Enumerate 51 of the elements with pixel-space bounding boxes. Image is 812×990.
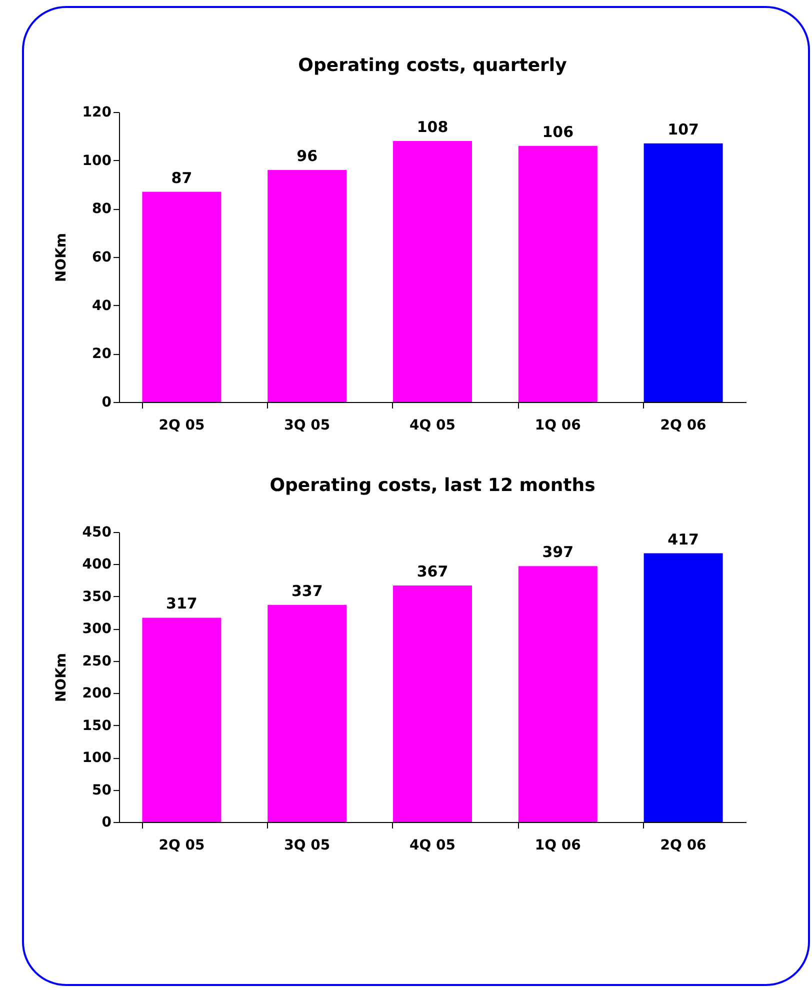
bar — [393, 141, 472, 402]
y-tick-label: 50 — [92, 782, 112, 798]
y-axis-title: NOKm — [53, 232, 70, 282]
bar — [644, 143, 723, 402]
y-tick-label: 60 — [92, 250, 112, 266]
y-tick-label: 250 — [82, 653, 112, 670]
x-tick-label: 3Q 05 — [284, 418, 330, 434]
bar — [142, 192, 222, 402]
x-tick-label: 2Q 05 — [158, 418, 205, 434]
y-tick-label: 450 — [82, 524, 112, 540]
y-tick-label: 400 — [82, 556, 112, 573]
bar — [518, 566, 598, 822]
y-tick-label: 150 — [82, 718, 112, 734]
bar — [268, 604, 347, 822]
data-label: 417 — [668, 530, 699, 548]
data-label: 96 — [296, 147, 318, 165]
x-tick-label: 1Q 06 — [534, 838, 581, 854]
y-tick-label: 80 — [92, 201, 112, 218]
x-tick-label: 4Q 05 — [410, 418, 456, 434]
bar — [644, 553, 723, 822]
data-label: 107 — [668, 120, 699, 138]
y-tick-label: 20 — [92, 346, 112, 362]
y-axis-title: NOKm — [53, 652, 70, 702]
x-tick-label: 2Q 06 — [660, 418, 706, 434]
bar — [142, 618, 222, 822]
data-label: 108 — [416, 118, 448, 136]
chart-title: Operating costs, last 12 months — [270, 475, 596, 496]
x-tick-label: 3Q 05 — [284, 838, 330, 854]
data-label: 317 — [166, 594, 198, 613]
y-tick-label: 120 — [82, 104, 112, 120]
bar — [268, 170, 347, 402]
data-label: 106 — [542, 122, 574, 141]
y-tick-label: 40 — [92, 298, 112, 314]
y-tick-label: 350 — [82, 588, 112, 605]
x-tick-label: 2Q 06 — [660, 838, 706, 854]
y-tick-label: 200 — [82, 686, 112, 702]
bar — [393, 585, 472, 822]
x-tick-label: 4Q 05 — [410, 838, 456, 854]
y-tick-label: 300 — [82, 621, 112, 638]
bar — [518, 146, 598, 402]
y-tick-label: 0 — [102, 394, 112, 410]
x-tick-label: 1Q 06 — [534, 418, 581, 434]
data-label: 87 — [171, 168, 192, 187]
data-label: 367 — [416, 562, 448, 580]
y-tick-label: 0 — [102, 814, 112, 830]
data-label: 337 — [291, 582, 323, 600]
x-tick-label: 2Q 05 — [158, 838, 205, 854]
y-tick-label: 100 — [82, 750, 112, 766]
y-tick-label: 100 — [82, 152, 112, 169]
chart-title: Operating costs, quarterly — [298, 55, 568, 76]
data-label: 397 — [542, 543, 574, 562]
